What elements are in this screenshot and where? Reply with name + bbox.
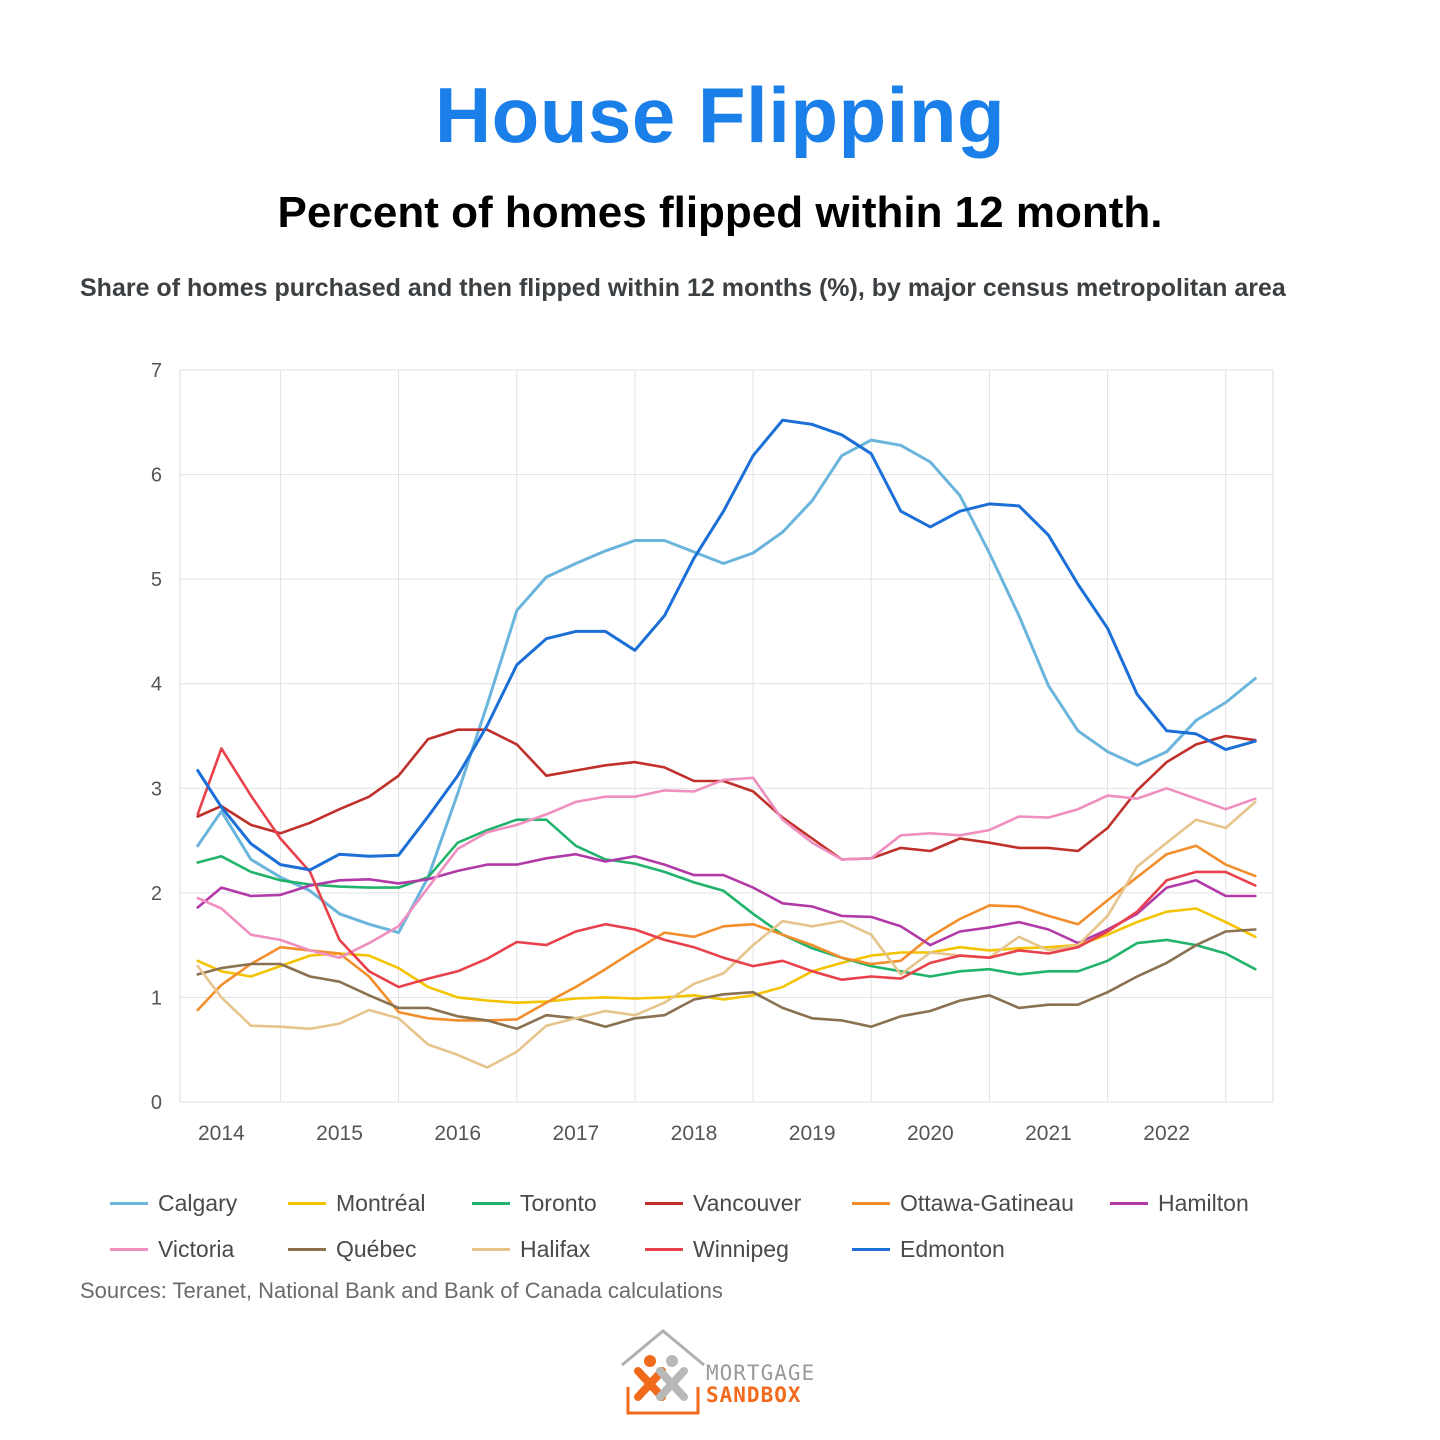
page-title: House Flipping bbox=[434, 71, 1006, 159]
x-tick-label: 2014 bbox=[198, 1122, 245, 1145]
legend-swatch bbox=[645, 1202, 683, 1205]
x-tick-label: 2020 bbox=[907, 1122, 954, 1145]
chart-title: Share of homes purchased and then flippe… bbox=[80, 274, 1286, 302]
legend-swatch bbox=[110, 1202, 148, 1205]
legend-label: Halifax bbox=[520, 1236, 591, 1262]
chart-series bbox=[196, 418, 1257, 1069]
logo-house-icon bbox=[621, 1329, 705, 1415]
x-tick-label: 2015 bbox=[316, 1122, 363, 1145]
y-tick-label: 3 bbox=[151, 778, 162, 800]
series-line-calgary bbox=[196, 438, 1257, 935]
x-tick-label: 2018 bbox=[671, 1122, 718, 1145]
legend-swatch bbox=[288, 1202, 326, 1205]
legend-item[interactable]: Toronto bbox=[472, 1190, 597, 1217]
legend-label: Ottawa-Gatineau bbox=[900, 1190, 1074, 1216]
legend-item[interactable]: Winnipeg bbox=[645, 1236, 789, 1263]
legend-swatch bbox=[110, 1248, 148, 1251]
mortgage-sandbox-logo: MORTGAGE SANDBOX bbox=[618, 1325, 828, 1420]
y-tick-label: 1 bbox=[151, 987, 162, 1009]
legend-swatch bbox=[1110, 1202, 1148, 1205]
legend-item[interactable]: Calgary bbox=[110, 1190, 237, 1217]
legend-label: Montréal bbox=[336, 1190, 426, 1216]
series-line-quebec bbox=[196, 928, 1257, 1031]
legend-label: Vancouver bbox=[693, 1190, 802, 1216]
line-chart: 0 1 2 3 4 5 6 7 2014 2015 2016 2017 2018 2019 2020 2021… bbox=[151, 360, 1274, 1145]
series-line-ottawa-gatineau bbox=[196, 844, 1257, 1022]
y-tick-label: 0 bbox=[151, 1092, 162, 1114]
legend-item[interactable]: Ottawa-Gatineau bbox=[852, 1190, 1074, 1217]
legend-item[interactable]: Victoria bbox=[110, 1236, 234, 1263]
x-tick-label: 2016 bbox=[434, 1122, 481, 1145]
legend-label: Hamilton bbox=[1158, 1190, 1249, 1216]
y-tick-label: 7 bbox=[151, 360, 162, 382]
series-line-toronto bbox=[196, 818, 1257, 978]
legend-swatch bbox=[645, 1248, 683, 1251]
chart-grid bbox=[179, 369, 1274, 1103]
logo-text-sandbox: SANDBOX bbox=[706, 1383, 802, 1407]
y-tick-label: 4 bbox=[151, 674, 162, 696]
logo-text-mortgage: MORTGAGE bbox=[706, 1361, 816, 1385]
chart-axes: 0 1 2 3 4 5 6 7 2014 2015 2016 2017 2018 2019 2020 2021… bbox=[151, 360, 1190, 1145]
x-tick-label: 2022 bbox=[1143, 1122, 1190, 1145]
legend-label: Edmonton bbox=[900, 1236, 1005, 1262]
x-tick-label: 2019 bbox=[789, 1122, 836, 1145]
sources-note: Sources: Teranet, National Bank and Bank… bbox=[80, 1278, 723, 1303]
page-subtitle: Percent of homes flipped within 12 month… bbox=[277, 188, 1163, 237]
legend-swatch bbox=[852, 1202, 890, 1205]
series-line-vancouver bbox=[196, 728, 1257, 861]
legend-item[interactable]: Québec bbox=[288, 1236, 417, 1263]
y-tick-label: 6 bbox=[151, 465, 162, 487]
legend-item[interactable]: Hamilton bbox=[1110, 1190, 1249, 1217]
legend-swatch bbox=[852, 1248, 890, 1251]
series-line-hamilton bbox=[196, 852, 1257, 947]
legend-swatch bbox=[288, 1248, 326, 1251]
series-line-winnipeg bbox=[196, 747, 1257, 989]
series-line-halifax bbox=[196, 800, 1257, 1069]
legend-swatch bbox=[472, 1202, 510, 1205]
legend-swatch bbox=[472, 1248, 510, 1251]
y-tick-label: 5 bbox=[151, 569, 162, 591]
x-tick-label: 2021 bbox=[1025, 1122, 1072, 1145]
legend-item[interactable]: Vancouver bbox=[645, 1190, 801, 1217]
legend-item[interactable]: Montréal bbox=[288, 1190, 425, 1217]
legend-label: Toronto bbox=[520, 1190, 597, 1216]
series-line-edmonton bbox=[196, 418, 1257, 872]
y-tick-label: 2 bbox=[151, 883, 162, 905]
legend-label: Winnipeg bbox=[693, 1236, 789, 1262]
series-line-victoria bbox=[196, 776, 1257, 960]
legend-label: Québec bbox=[336, 1236, 417, 1262]
legend-label: Calgary bbox=[158, 1190, 238, 1216]
legend-item[interactable]: Halifax bbox=[472, 1236, 590, 1263]
legend-item[interactable]: Edmonton bbox=[852, 1236, 1005, 1263]
x-tick-label: 2017 bbox=[552, 1122, 599, 1145]
legend-label: Victoria bbox=[158, 1236, 235, 1262]
